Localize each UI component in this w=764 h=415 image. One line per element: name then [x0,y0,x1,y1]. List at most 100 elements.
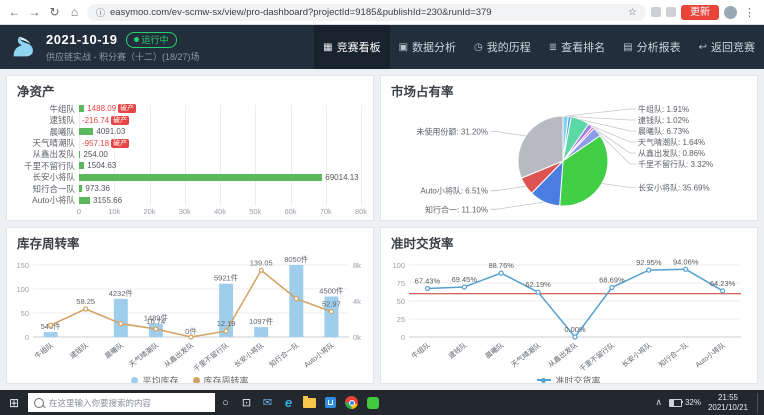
net-assets-bar[interactable] [79,162,85,170]
net-assets-row: 晨曦队 4091.03 [13,127,361,137]
update-button[interactable]: 更新 [681,4,719,20]
delivery-point[interactable] [424,285,431,292]
delivery-point[interactable] [646,267,652,273]
line-value-label: 12.19 [217,319,236,328]
competition-subtitle: 供应链实战 - 积分赛（十二）(18/27)场 [46,51,200,62]
nav-item-ranking[interactable]: ≣ 查看排名 [540,25,614,69]
market-share-pie: 牛组队: 1.91%逮钱队: 1.02%晨曦队: 6.73%天气晴潮队: 1.6… [416,104,713,214]
taskbar-search-input[interactable]: 在这里输入你要搜索的内容 [28,393,215,412]
x-axis-tick-label: 60k [284,207,297,216]
address-bar[interactable]: ⓘ easymoo.com/ev-scmw-sx/view/pro-dashbo… [87,3,646,21]
legend-label: 库存周转率 [203,375,249,384]
bar-track: -216.74 破产 [79,115,361,125]
net-assets-bar[interactable] [79,128,94,136]
delivery-point[interactable] [609,284,615,291]
back-icon[interactable]: ← [8,5,21,19]
net-assets-row: Auto小将队 3155.66 [13,195,361,205]
net-assets-bar[interactable] [79,105,85,113]
inventory-bar[interactable] [254,327,269,337]
nav-item-back-to-competition[interactable]: ↩ 返回竞赛 [690,25,764,69]
delivery-point[interactable] [498,270,504,276]
task-view-icon[interactable]: ⊡ [241,397,252,409]
bookmark-star-icon[interactable]: ☆ [628,6,637,18]
battery-percent: 32% [684,398,701,407]
nav-label: 返回竞赛 [711,42,755,54]
value-text: 973.36 [85,184,110,194]
delivery-point[interactable] [535,289,541,295]
net-assets-bar[interactable] [79,185,83,193]
value-text: -216.74 [82,115,110,125]
turnover-point[interactable] [328,308,334,315]
turnover-point[interactable] [188,334,194,340]
wechat-icon[interactable] [362,392,383,413]
net-assets-bar[interactable] [79,196,91,204]
legend-item[interactable]: 平均库存 [131,374,179,383]
x-axis-label: 牛组队 [33,340,55,360]
store-icon[interactable] [320,392,341,413]
inventory-bar[interactable] [43,332,58,337]
gridline [114,105,116,206]
gridline [361,105,362,206]
chrome-ball-icon [345,396,358,409]
chrome-icon[interactable] [341,392,362,413]
show-desktop-button[interactable] [757,392,761,413]
inventory-bar[interactable] [113,298,128,337]
nav-item-history[interactable]: ◷ 我的历程 [465,25,540,69]
turnover-point[interactable] [83,306,89,312]
net-assets-bar[interactable] [79,173,323,181]
legend-item[interactable]: 库存周转率 [192,374,249,384]
pie-slice[interactable] [559,134,609,207]
hidden-icons-chevron[interactable]: ∧ [655,397,662,407]
forward-icon[interactable]: → [28,5,41,19]
extension-icon[interactable] [651,7,661,17]
pie-slice[interactable] [517,115,564,179]
inventory-turnover-chart: 0501001500k4k8k546件牛组队逮钱队4232件晨曦队1489件天气… [16,254,361,373]
start-button[interactable]: ⊞ [8,395,20,410]
home-icon[interactable]: ⌂ [70,5,79,19]
nav-item-dashboard[interactable]: ▦ 竞赛看板 [314,25,390,69]
y-axis-tick: 0 [401,333,405,342]
session-date[interactable]: 2021-10-19 [46,32,118,47]
edge-icon[interactable]: e [284,395,293,410]
browser-menu-icon[interactable]: ⋮ [744,6,755,19]
legend-item[interactable]: 准时交货率 [537,374,601,383]
store-bag-icon [325,397,336,408]
clock[interactable]: 21:55 2021/10/21 [708,393,748,413]
report-icon: ▤ [623,41,633,53]
point-value-label: 92.95% [636,258,662,267]
turnover-point[interactable] [293,296,299,302]
panel-title: 净资产 [17,85,55,99]
team-label: 牛组队 [49,103,75,114]
mail-icon[interactable]: ✉ [262,397,273,409]
delivery-point[interactable] [461,284,467,290]
return-icon: ↩ [698,41,707,53]
turnover-point[interactable] [223,328,229,334]
net-assets-chart: 牛组队 1488.09 破产 逮钱队 -216.74 破产 晨曦队 4091.03 天气晴潮队 -… [7,101,373,220]
delivery-point[interactable] [572,334,578,340]
status-dot-icon [133,37,139,42]
turnover-point[interactable] [258,267,264,273]
dashboard-icon: ▦ [323,41,333,53]
value-text: 254.00 [83,149,108,159]
profile-avatar[interactable] [724,5,737,19]
bar-track: 69014.13 [79,173,361,182]
turnover-point[interactable] [153,326,159,332]
site-info-icon[interactable]: ⓘ [96,7,106,18]
value-text: -957.18 [82,138,110,148]
cortana-icon[interactable]: ○ [222,396,229,409]
delivery-point[interactable] [720,288,726,294]
extension-icon[interactable] [666,7,676,17]
reload-icon[interactable]: ↻ [49,5,60,19]
file-explorer-icon[interactable] [299,392,320,413]
turnover-point[interactable] [47,322,54,328]
turnover-point[interactable] [118,320,124,327]
battery-indicator[interactable]: 32% [668,398,701,407]
nav-item-reports[interactable]: ▤ 分析报表 [614,25,689,69]
nav-item-data-analysis[interactable]: ▣ 数据分析 [390,25,465,69]
inventory-bar[interactable] [324,296,339,338]
net-assets-bar[interactable] [79,150,81,158]
status-label: 运行中 [141,34,169,45]
delivery-point[interactable] [683,266,689,272]
wechat-square-icon [366,396,379,409]
team-label: 长安小将队 [32,172,75,183]
